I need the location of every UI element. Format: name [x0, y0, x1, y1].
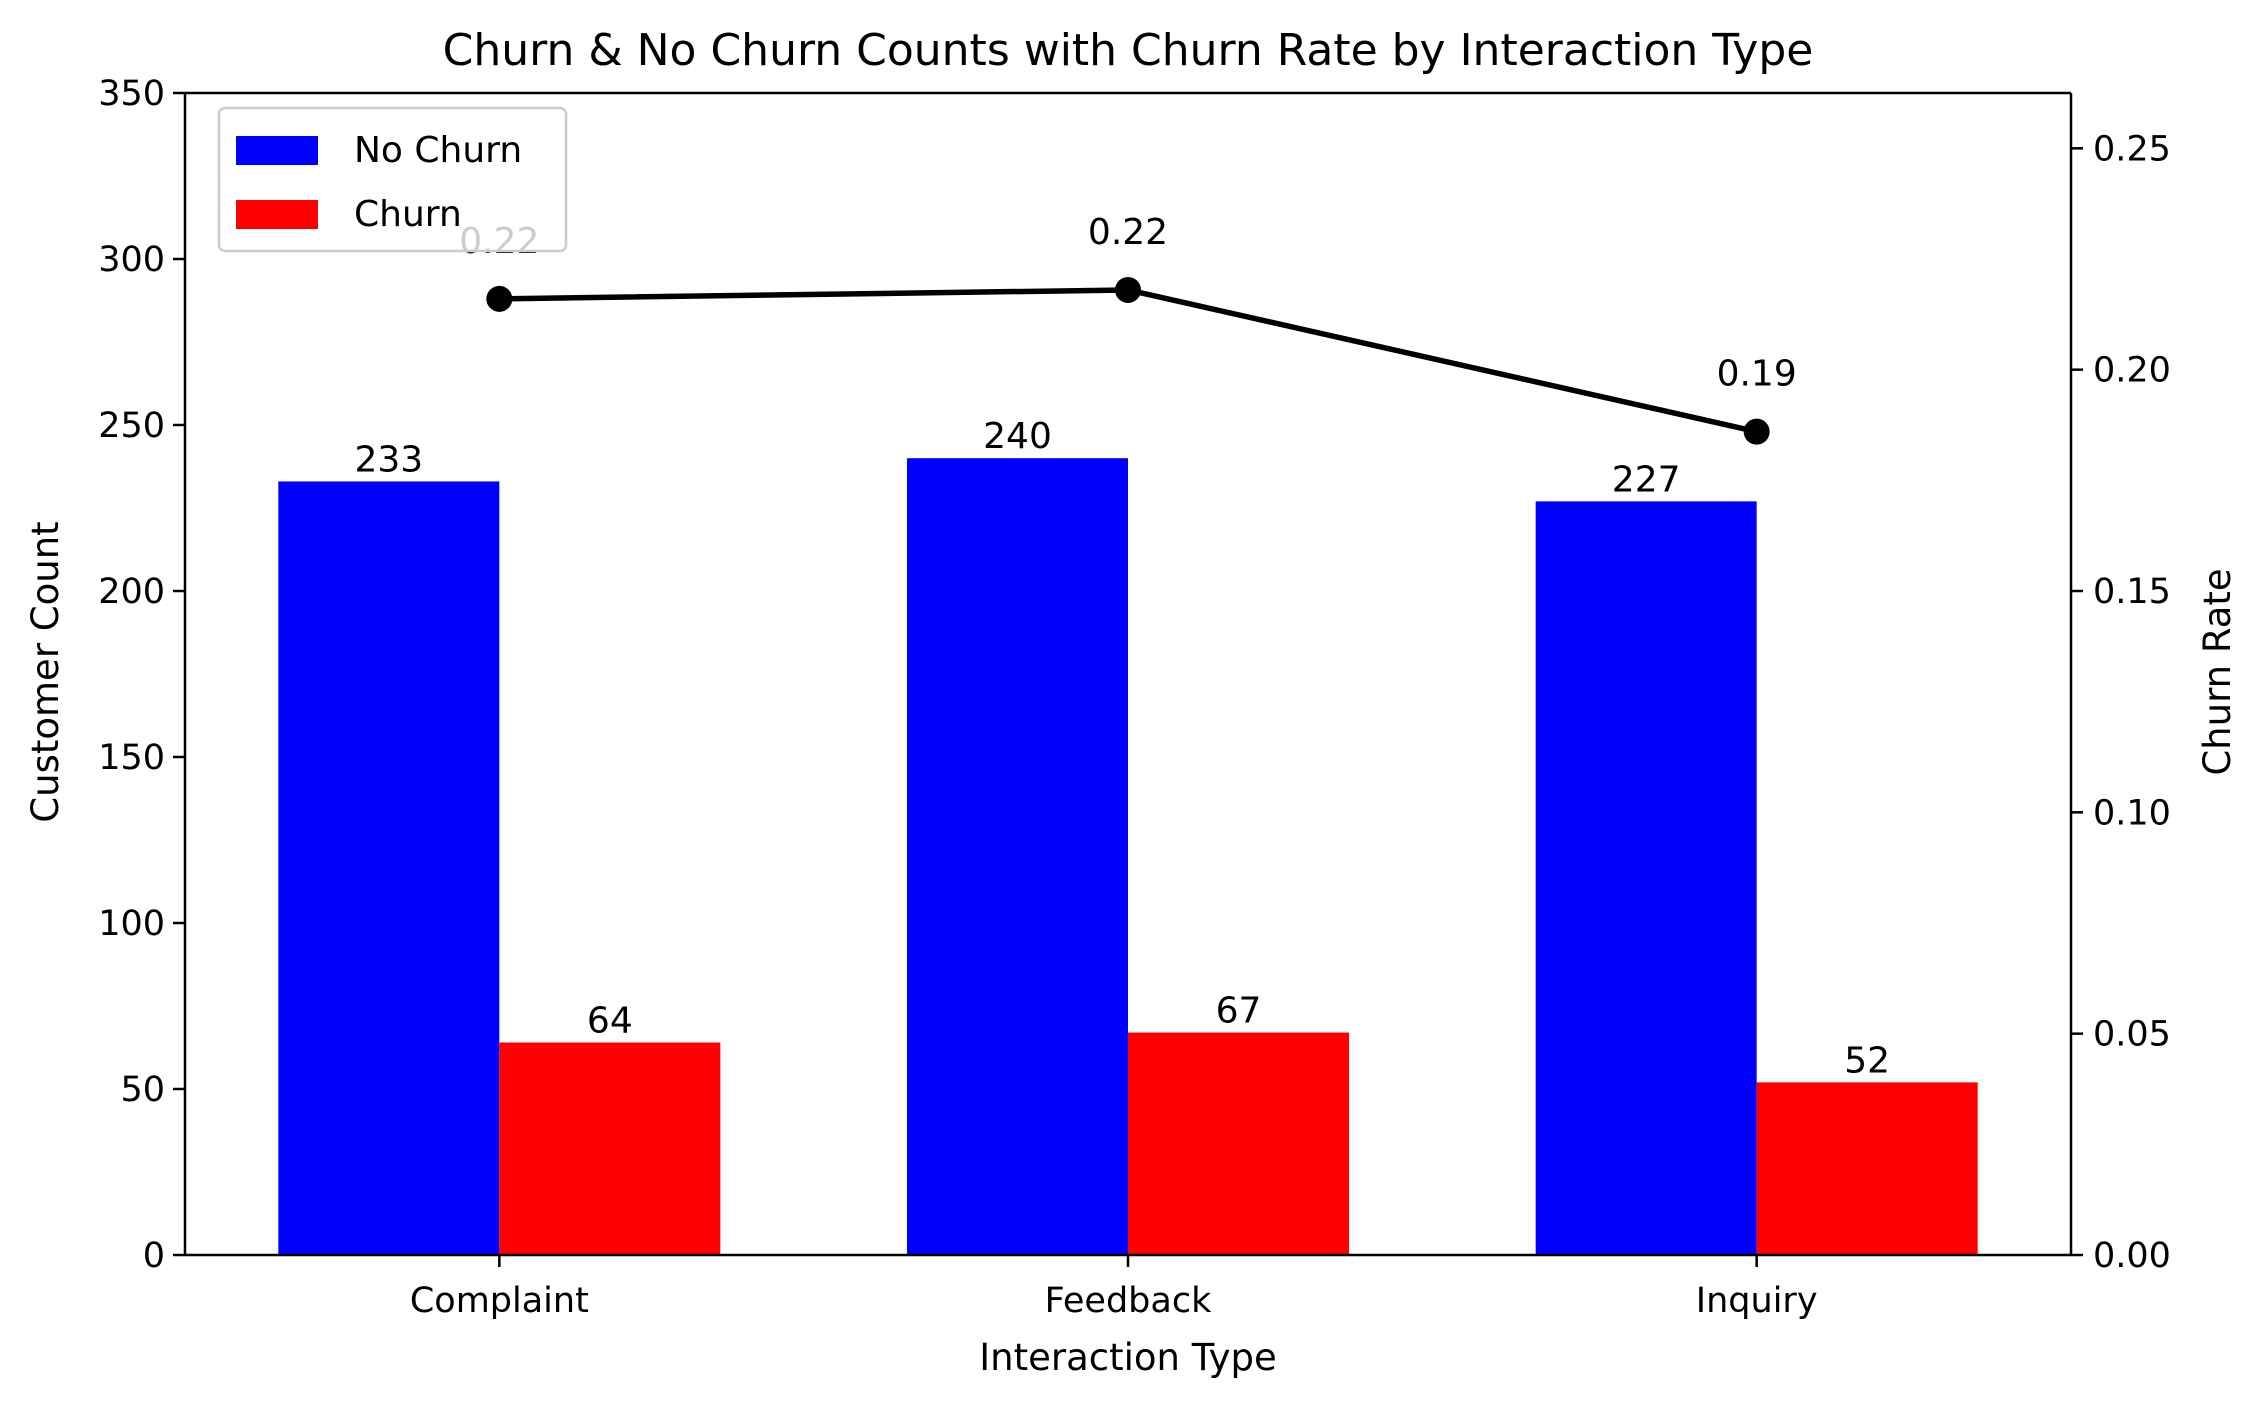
plot-area: 2332402276467520.220.220.190501001502002…	[98, 74, 2171, 1321]
bar-no-churn-complaint	[278, 481, 500, 1255]
x-tick-label: Inquiry	[1696, 1281, 1818, 1321]
legend: No Churn Churn	[217, 106, 568, 253]
bar-value-label: 233	[354, 439, 423, 480]
churn-rate-point	[1743, 418, 1770, 445]
y2-tick-label: 0.15	[2093, 572, 2171, 612]
y2-tick-label: 0.05	[2093, 1015, 2171, 1055]
y-tick-label: 250	[98, 406, 165, 446]
y-tick-label: 50	[120, 1070, 165, 1110]
y-tick-label: 350	[98, 74, 165, 114]
bar-no-churn-feedback	[907, 458, 1128, 1255]
churn-rate-label: 0.22	[1088, 212, 1168, 253]
y2-tick-label: 0.25	[2093, 129, 2171, 169]
bar-value-label: 67	[1216, 991, 1262, 1032]
legend-swatch-no-churn	[236, 136, 318, 165]
y-tick-label: 0	[143, 1236, 165, 1276]
churn-rate-point	[1115, 276, 1141, 303]
bar-churn-feedback	[1128, 1032, 1349, 1255]
legend-label: No Churn	[354, 130, 522, 171]
y2-tick-label: 0.10	[2093, 793, 2171, 833]
bar-churn-complaint	[499, 1042, 721, 1255]
churn-rate-point	[486, 285, 513, 312]
churn-rate-label: 0.19	[1717, 354, 1797, 395]
bar-no-churn-inquiry	[1535, 501, 1757, 1255]
y-tick-label: 200	[98, 572, 165, 612]
y2-tick-label: 0.20	[2093, 351, 2171, 391]
y-tick-label: 100	[98, 904, 165, 944]
legend-label: Churn	[354, 194, 462, 235]
x-tick-label: Feedback	[1045, 1281, 1212, 1321]
x-axis-label: Interaction Type	[979, 1336, 1276, 1379]
bar-value-label: 52	[1844, 1040, 1890, 1081]
bar-value-label: 227	[1612, 459, 1681, 500]
legend-swatch-churn	[236, 200, 318, 229]
bar-churn-inquiry	[1756, 1082, 1978, 1255]
y-axis-label: Customer Count	[24, 521, 67, 822]
y-tick-label: 150	[98, 738, 165, 778]
y-tick-label: 300	[98, 240, 165, 280]
churn-rate-line	[499, 287, 1758, 435]
y2-axis-label: Churn Rate	[2196, 568, 2239, 775]
bar-value-label: 240	[983, 416, 1052, 457]
x-tick-label: Complaint	[410, 1281, 589, 1321]
chart-title: Churn & No Churn Counts with Churn Rate …	[443, 25, 1814, 76]
bar-value-label: 64	[587, 1001, 633, 1042]
y2-tick-label: 0.00	[2093, 1236, 2171, 1276]
